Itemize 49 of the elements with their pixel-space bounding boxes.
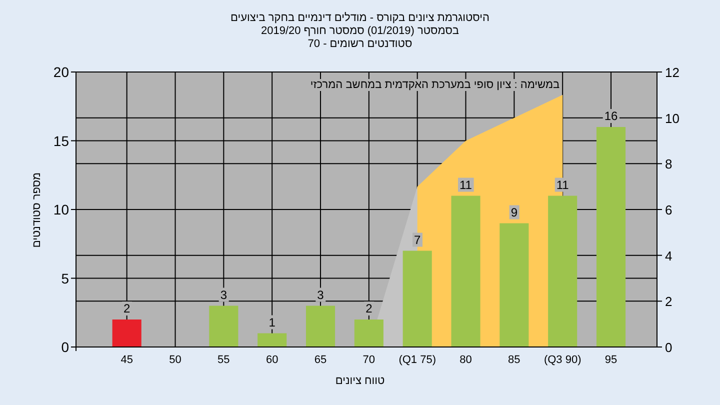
data-label: 1 <box>268 315 276 330</box>
x-tick-label: 80 <box>460 354 472 366</box>
y-axis-title: מספר סטודנטים <box>31 172 43 248</box>
bar <box>451 196 480 347</box>
x-tick-label: 45 <box>120 354 133 366</box>
bar <box>500 223 529 347</box>
data-label: 16 <box>604 109 618 123</box>
data-label: 7 <box>414 232 421 247</box>
y-tick-label: 10 <box>53 202 70 218</box>
bar <box>596 127 626 347</box>
y2-tick-label: 6 <box>665 202 672 218</box>
x-tick-label: 70 <box>362 354 376 366</box>
x-tick-label: 65 <box>314 354 327 366</box>
x-tick-label: (Q3 90) <box>544 354 582 366</box>
data-label: 2 <box>123 302 130 316</box>
x-tick-label: 55 <box>218 354 230 366</box>
data-label: 3 <box>220 288 228 302</box>
bar <box>306 306 336 347</box>
chart-subtitle: בסמסטר (01/2019) סמסטר חורף 2019/20 <box>260 25 460 37</box>
y2-tick-label: 8 <box>665 156 672 172</box>
chart-title: היסטוגרמת ציונים בקורס - מודלים דינמיים בחקר ביצועים <box>230 12 490 24</box>
y-tick-label: 0 <box>61 339 70 355</box>
annotation: במשימה : ציון סופי במערכת האקדמית במחשב המרכזי <box>310 79 560 91</box>
bar <box>112 320 142 347</box>
data-label: 2 <box>366 302 373 316</box>
y2-tick-label: 0 <box>665 340 672 355</box>
data-label: 9 <box>510 205 518 220</box>
bar <box>258 333 287 347</box>
data-label: 3 <box>317 288 324 302</box>
y2-tick-label: 10 <box>665 110 680 126</box>
x-tick-label: 50 <box>169 354 182 366</box>
x-tick-label: 95 <box>604 354 618 366</box>
y2-tick-label: 12 <box>665 65 680 80</box>
y-tick-label: 20 <box>53 64 70 80</box>
y-tick-label: 15 <box>53 132 70 149</box>
x-tick-label: (Q1 75) <box>398 354 436 366</box>
x-axis-title: טווח ציונים <box>335 375 385 387</box>
y2-tick-label: 4 <box>665 248 672 264</box>
x-tick-label: 60 <box>266 354 278 366</box>
data-label: 11 <box>460 178 472 192</box>
bar <box>354 320 384 347</box>
data-label: 11 <box>556 178 570 192</box>
text: סטודנטים רשומים - 70 <box>308 38 412 50</box>
y2-tick-label: 2 <box>665 294 672 310</box>
y-tick-label: 5 <box>61 270 70 286</box>
bar <box>402 250 432 347</box>
bar <box>548 196 578 347</box>
bar <box>209 306 238 347</box>
x-tick-label: 85 <box>508 354 520 366</box>
